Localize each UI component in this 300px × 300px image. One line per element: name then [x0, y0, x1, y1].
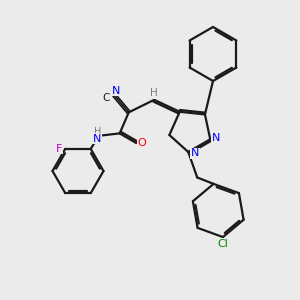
Text: Cl: Cl	[218, 239, 228, 249]
Text: H: H	[94, 127, 101, 137]
Text: O: O	[137, 138, 146, 148]
Text: C: C	[102, 93, 110, 103]
Text: N: N	[112, 86, 120, 96]
Text: H: H	[150, 88, 158, 98]
Text: N: N	[93, 134, 101, 144]
Text: N: N	[212, 133, 220, 143]
Text: N: N	[191, 148, 199, 158]
Text: F: F	[56, 144, 62, 154]
